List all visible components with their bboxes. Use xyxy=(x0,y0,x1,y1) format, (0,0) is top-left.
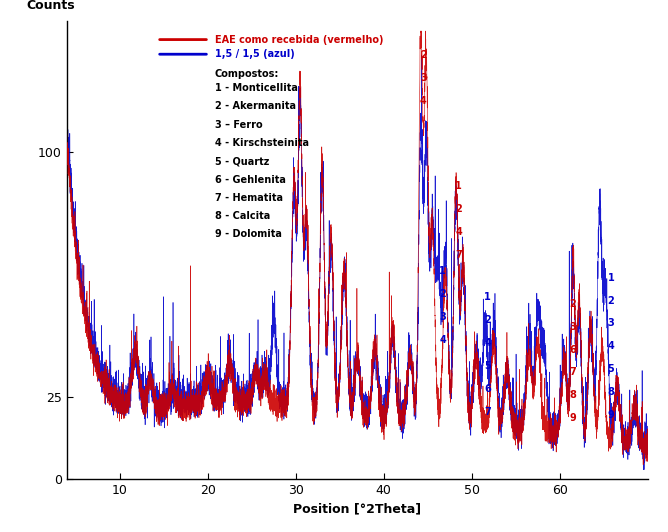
Text: 5: 5 xyxy=(608,364,615,374)
Text: 2: 2 xyxy=(420,51,427,61)
Text: 5: 5 xyxy=(484,361,491,371)
Text: 7: 7 xyxy=(570,368,576,378)
Text: 2: 2 xyxy=(608,296,615,305)
Text: 7: 7 xyxy=(484,406,491,417)
Text: 2: 2 xyxy=(440,289,446,299)
Text: 3: 3 xyxy=(608,319,615,328)
Text: 1: 1 xyxy=(456,181,462,191)
Text: 4: 4 xyxy=(420,96,427,106)
Text: 3 – Ferro: 3 – Ferro xyxy=(215,120,263,130)
Text: 4: 4 xyxy=(484,338,491,348)
Text: 2: 2 xyxy=(484,315,491,325)
Text: 3: 3 xyxy=(440,312,446,322)
Text: 2: 2 xyxy=(570,299,576,309)
Text: Compostos:: Compostos: xyxy=(215,69,279,79)
Text: 9: 9 xyxy=(570,413,576,423)
Text: 3: 3 xyxy=(420,73,427,84)
Text: 2: 2 xyxy=(456,204,462,214)
Text: 2 - Akermanita: 2 - Akermanita xyxy=(215,102,296,111)
Text: 1: 1 xyxy=(484,292,491,302)
Text: 7: 7 xyxy=(456,250,462,260)
Text: 9 - Dolomita: 9 - Dolomita xyxy=(215,229,282,239)
Text: 4: 4 xyxy=(440,335,446,345)
Text: 4: 4 xyxy=(456,227,462,237)
Text: 7 - Hematita: 7 - Hematita xyxy=(215,193,283,203)
Text: 6: 6 xyxy=(570,345,576,355)
Text: 1: 1 xyxy=(608,273,615,282)
Text: Counts: Counts xyxy=(26,0,75,12)
Text: 8 - Calcita: 8 - Calcita xyxy=(215,211,271,221)
Text: 1,5 / 1,5 (azul): 1,5 / 1,5 (azul) xyxy=(215,49,295,59)
Text: 6: 6 xyxy=(484,384,491,394)
Text: 3: 3 xyxy=(570,322,576,332)
Text: 4: 4 xyxy=(608,342,615,351)
Text: 1: 1 xyxy=(440,266,446,276)
Text: 8: 8 xyxy=(607,387,615,397)
Text: 1 - Monticellita: 1 - Monticellita xyxy=(215,83,298,93)
Text: 4 - Kirschsteinita: 4 - Kirschsteinita xyxy=(215,138,309,148)
Text: EAE como recebida (vermelho): EAE como recebida (vermelho) xyxy=(215,35,383,45)
X-axis label: Position [°2Theta]: Position [°2Theta] xyxy=(293,502,422,515)
Text: 6 - Gehlenita: 6 - Gehlenita xyxy=(215,174,286,185)
Text: 5 - Quartz: 5 - Quartz xyxy=(215,156,269,166)
Text: 8: 8 xyxy=(570,390,576,401)
Text: 9: 9 xyxy=(608,410,615,420)
